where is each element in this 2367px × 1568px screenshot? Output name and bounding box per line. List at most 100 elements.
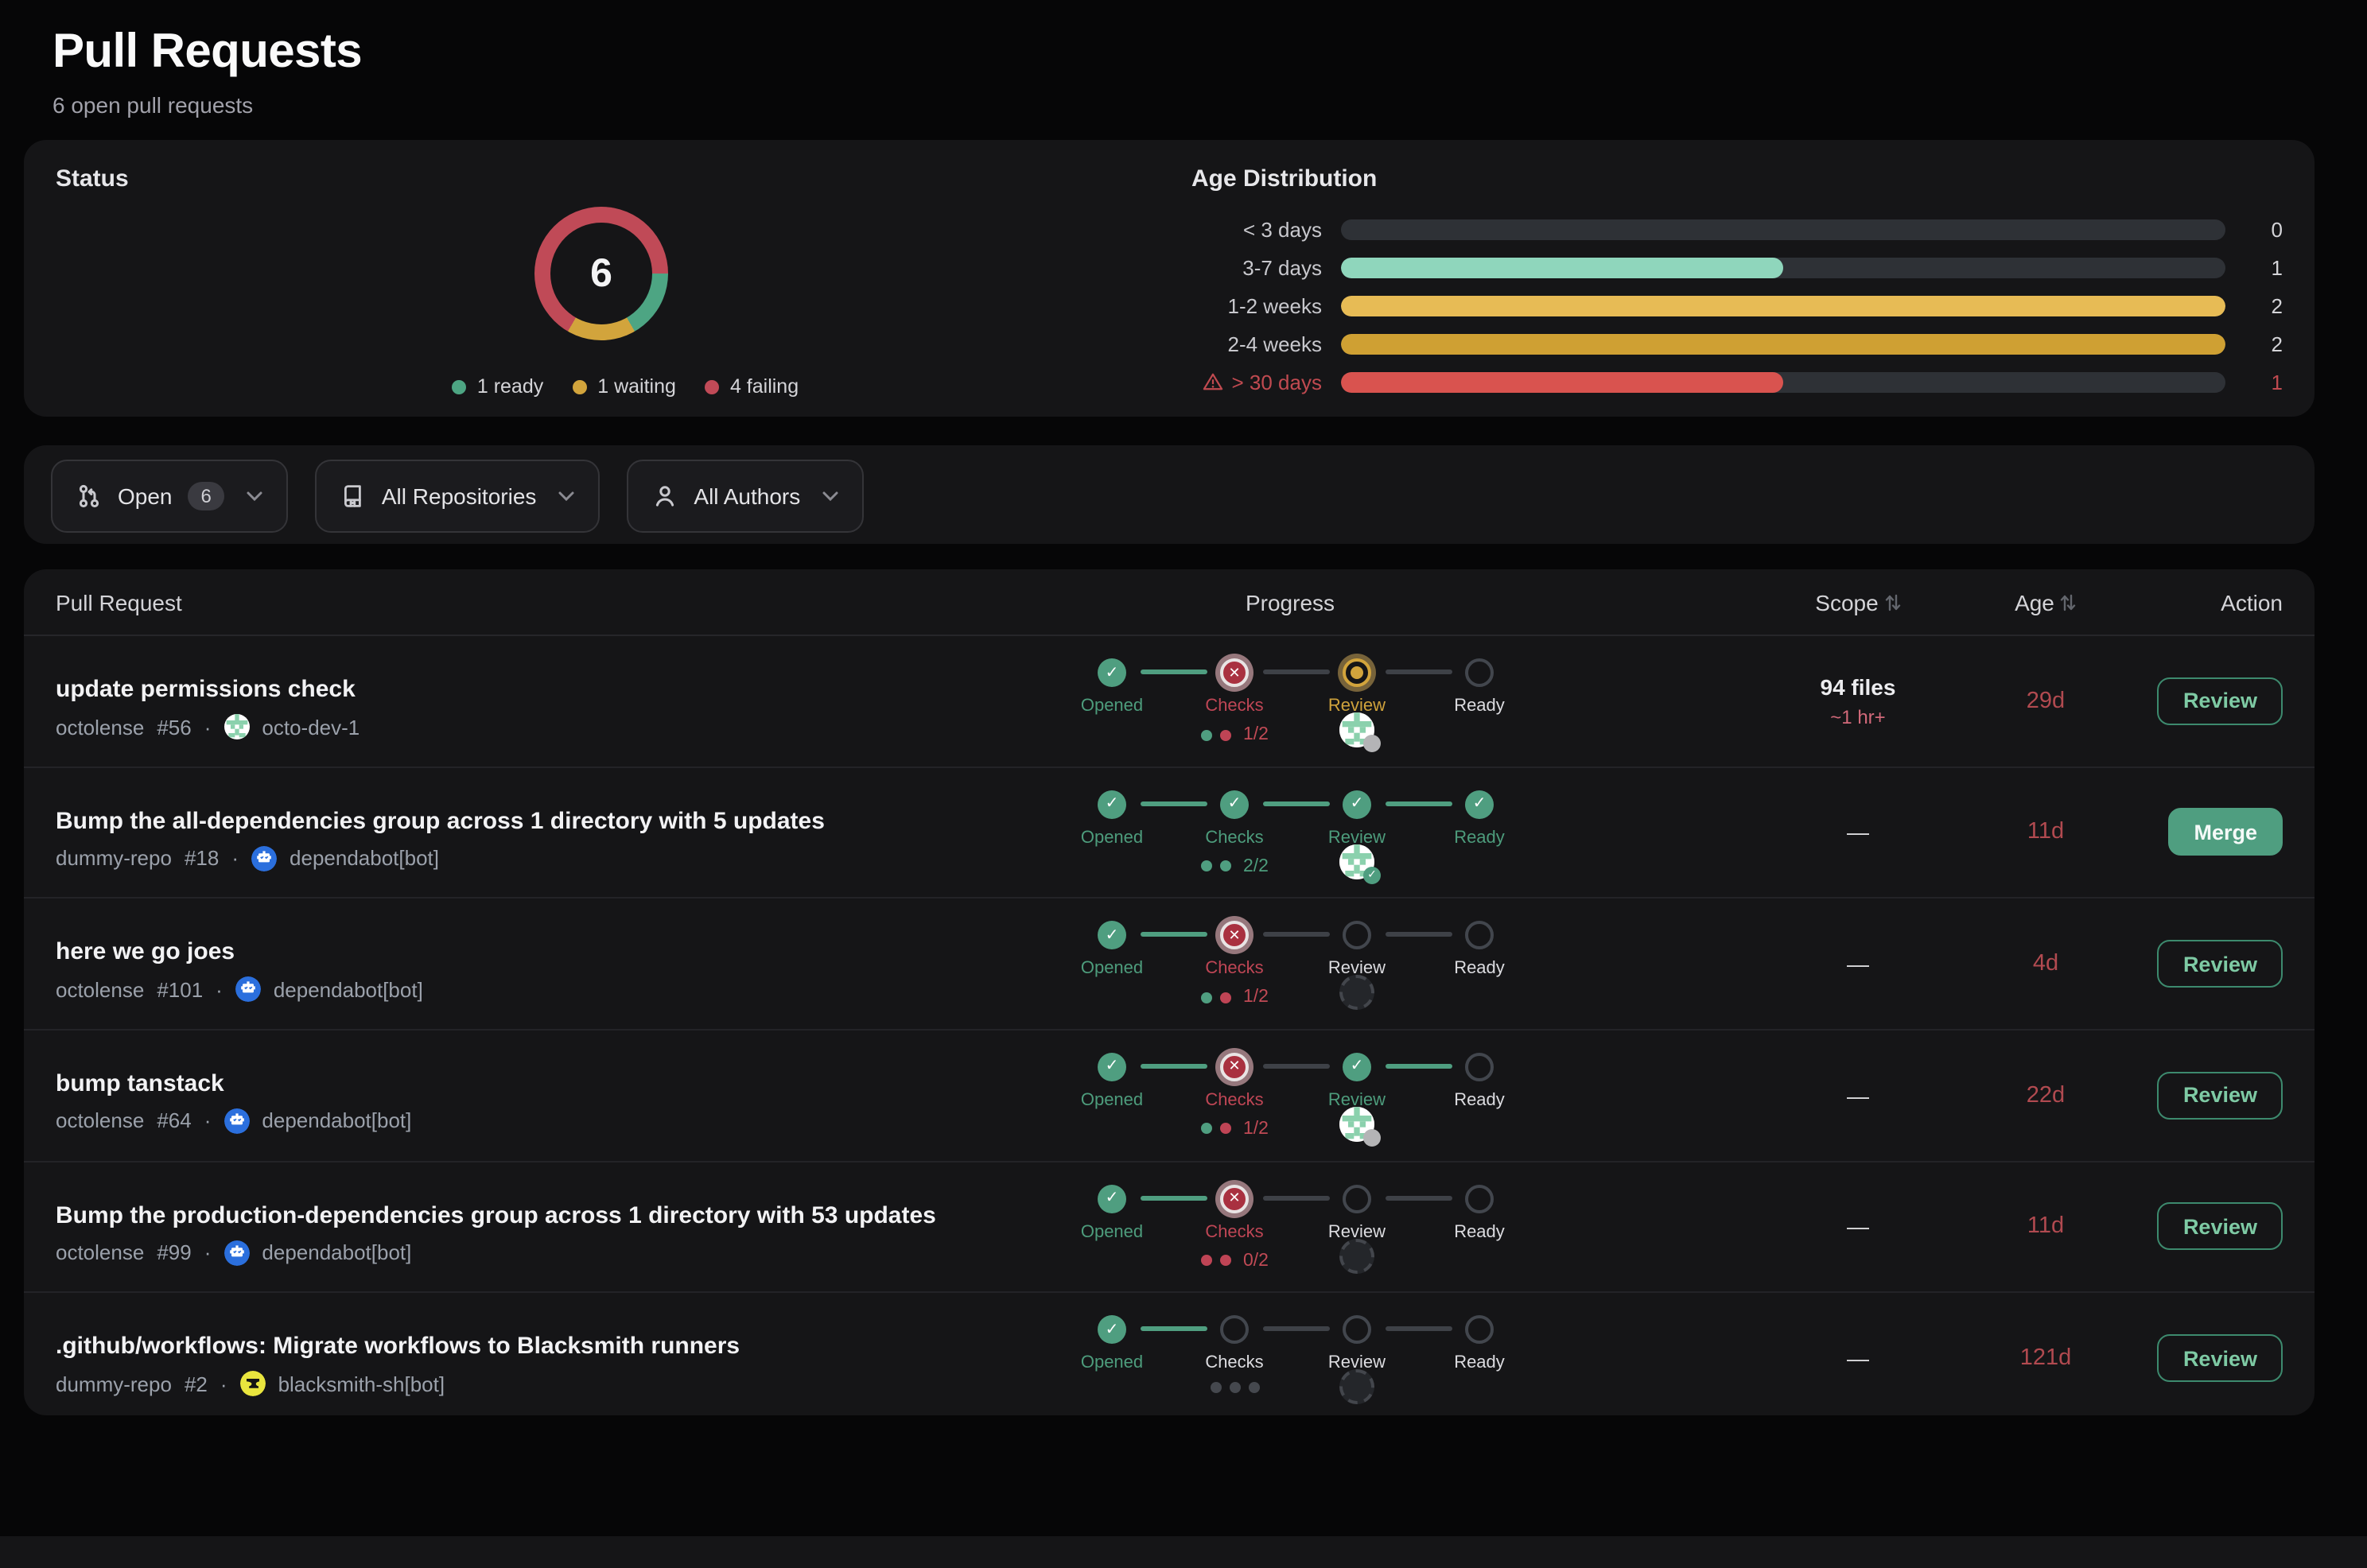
checks-count: 1/2 (1243, 725, 1269, 744)
pr-author: dependabot[bot] (273, 977, 423, 1002)
progress-step-review: Review (1301, 636, 1413, 716)
pr-repo: octolense (56, 1108, 145, 1133)
pr-title[interactable]: Bump the production-dependencies group a… (56, 1201, 936, 1229)
age-bucket-count: 0 (2271, 217, 2283, 241)
pr-title[interactable]: Bump the all-dependencies group across 1… (56, 807, 825, 835)
progress-connector (1385, 932, 1452, 937)
x-circle-icon: ✕ (1220, 658, 1249, 687)
table-row[interactable]: here we go joes octolense #101 · dependabot[… (24, 899, 2315, 1030)
pr-author: dependabot[bot] (290, 846, 439, 871)
column-header-age[interactable]: Age (1950, 590, 2141, 615)
review-status-badge-icon (1363, 735, 1381, 752)
table-row[interactable]: Bump the production-dependencies group a… (24, 1162, 2315, 1294)
check-status-dot (1219, 860, 1230, 872)
pr-title[interactable]: update permissions check (56, 676, 356, 703)
progress-step-opened: ✓ Opened (1056, 636, 1168, 716)
checks-count: 1/2 (1243, 1119, 1269, 1139)
progress-step-label: Ready (1454, 1222, 1505, 1242)
progress-step-checks: ✓ Checks (1179, 767, 1290, 847)
filter-repository-label: All Repositories (381, 483, 537, 509)
check-status-dot (1210, 1382, 1221, 1394)
review-button[interactable]: Review (2157, 940, 2283, 988)
progress-step-checks: Checks (1179, 1294, 1290, 1373)
check-circle-icon: ✓ (1465, 790, 1494, 819)
filter-state-dropdown[interactable]: Open 6 (51, 460, 288, 533)
check-status-dot (1219, 1123, 1230, 1135)
progress-step-ready: Ready (1424, 899, 1535, 979)
filter-repository-dropdown[interactable]: All Repositories (314, 460, 600, 533)
action-cell: Review (2157, 1030, 2283, 1160)
scope-cell: — (1747, 1294, 1969, 1423)
check-circle-icon: ✓ (1098, 1184, 1126, 1213)
review-button[interactable]: Review (2157, 1202, 2283, 1251)
legend-item-failing: 4 failing (704, 375, 799, 398)
table-row[interactable]: .github/workflows: Migrate workflows to … (24, 1294, 2315, 1423)
meta-separator: · (216, 977, 223, 1002)
review-button[interactable]: Review (2157, 1334, 2283, 1383)
age-bar-row: 3-7 days 1 (1169, 248, 2283, 286)
age-bar-fill (1341, 333, 2225, 354)
meta-separator: · (204, 1108, 212, 1133)
scope-files: — (1847, 1345, 1869, 1372)
age-value: 4d (2032, 951, 2059, 977)
checks-summary: 2/2 (1147, 856, 1322, 875)
meta-separator: · (204, 715, 212, 739)
age-bucket-label: < 3 days (1242, 217, 1322, 241)
age-bar-track (1341, 257, 2225, 278)
person-icon (652, 483, 678, 509)
page-title: Pull Requests (52, 25, 363, 78)
column-header-scope[interactable]: Scope (1747, 590, 1969, 615)
review-status-badge-icon (1363, 1128, 1381, 1147)
scope-files: — (1847, 1082, 1869, 1108)
progress-connector (1140, 932, 1207, 937)
progress-step-label: Ready (1454, 828, 1505, 848)
empty-circle-icon (1343, 1184, 1371, 1213)
progress-step-opened: ✓ Opened (1056, 767, 1168, 847)
table-row[interactable]: Bump the all-dependencies group across 1… (24, 767, 2315, 899)
pr-number: #56 (157, 715, 192, 739)
progress-cell: ✓ Opened ✕ Checks Review Ready 1/2 (1026, 899, 1567, 1029)
donut-total: 6 (590, 250, 612, 295)
age-distribution-chart: < 3 days 0 3-7 days 1 1-2 weeks 2 2-4 weeks 2 > … (1169, 210, 2283, 401)
checks-summary (1147, 1382, 1322, 1394)
pr-title[interactable]: here we go joes (56, 938, 235, 966)
empty-circle-icon (1465, 921, 1494, 950)
scope-files: — (1847, 819, 1869, 845)
merge-button[interactable]: Merge (2168, 808, 2283, 856)
pr-repo: octolense (56, 1240, 145, 1265)
progress-connector (1140, 1063, 1207, 1069)
table-row[interactable]: update permissions check octolense #56 · oct… (24, 636, 2315, 768)
progress-step-label: Checks (1205, 959, 1264, 979)
pr-number: #101 (157, 977, 204, 1002)
check-status-dot (1200, 992, 1211, 1003)
progress-step-opened: ✓ Opened (1056, 1162, 1168, 1241)
progress-step-review: Review (1301, 899, 1413, 979)
filter-author-label: All Authors (694, 483, 801, 509)
progress-cell: ✓ Opened ✓ Checks ✓ Review ✓ Ready 2/2 ✓ (1026, 767, 1567, 897)
pr-title[interactable]: .github/workflows: Migrate workflows to … (56, 1333, 740, 1360)
progress-connector (1262, 932, 1329, 937)
reviewer-placeholder (1339, 975, 1374, 1011)
progress-step-label: Ready (1454, 959, 1505, 979)
progress-step-label: Opened (1080, 1090, 1144, 1110)
checks-count: 1/2 (1243, 988, 1269, 1007)
filter-author-dropdown[interactable]: All Authors (627, 460, 865, 533)
action-cell: Merge (2168, 767, 2283, 897)
pr-title[interactable]: bump tanstack (56, 1069, 224, 1097)
scope-cell: — (1747, 899, 1969, 1029)
filters-bar: Open 6 All Repositories All Auth (51, 460, 865, 533)
pr-meta: dummy-repo #2 · blacksmith-sh[bot] (56, 1371, 1026, 1397)
progress-connector (1385, 1326, 1452, 1332)
pr-cell: update permissions check octolense #56 · oct… (56, 636, 1026, 739)
review-button[interactable]: Review (2157, 1071, 2283, 1120)
author-avatar (235, 976, 261, 1003)
table-row[interactable]: bump tanstack octolense #64 · dependabot[bot… (24, 1030, 2315, 1162)
filters-panel: Open 6 All Repositories All Auth (24, 445, 2315, 544)
progress-step-ready: Ready (1424, 1162, 1535, 1241)
age-bar-row: > 30 days 1 (1169, 363, 2283, 401)
review-button[interactable]: Review (2157, 677, 2283, 725)
x-circle-icon: ✕ (1220, 921, 1249, 950)
progress-step-ready: Ready (1424, 636, 1535, 716)
author-avatar (223, 1108, 250, 1134)
pr-repo: octolense (56, 715, 145, 739)
